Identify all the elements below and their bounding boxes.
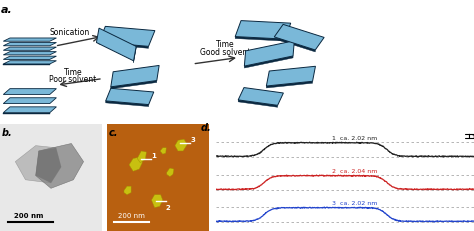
Polygon shape bbox=[3, 98, 56, 104]
Polygon shape bbox=[106, 101, 149, 107]
Text: 200 nm: 200 nm bbox=[118, 212, 145, 218]
Text: d.: d. bbox=[200, 123, 211, 133]
Text: a.: a. bbox=[0, 5, 12, 15]
Text: c.: c. bbox=[109, 128, 118, 138]
Polygon shape bbox=[167, 168, 174, 177]
Text: Good solvent: Good solvent bbox=[201, 48, 251, 57]
Text: 1: 1 bbox=[152, 153, 156, 159]
Text: 3  ca. 2.02 nm: 3 ca. 2.02 nm bbox=[332, 201, 377, 205]
Polygon shape bbox=[175, 140, 187, 151]
Polygon shape bbox=[235, 37, 285, 42]
Text: Time: Time bbox=[64, 68, 82, 77]
Polygon shape bbox=[245, 57, 293, 69]
Polygon shape bbox=[36, 144, 83, 188]
Polygon shape bbox=[137, 151, 146, 163]
Polygon shape bbox=[15, 146, 61, 183]
Polygon shape bbox=[3, 48, 56, 51]
Polygon shape bbox=[266, 82, 312, 88]
Polygon shape bbox=[152, 195, 163, 208]
Polygon shape bbox=[129, 158, 142, 171]
Text: Time: Time bbox=[216, 40, 235, 49]
Polygon shape bbox=[3, 107, 56, 113]
Polygon shape bbox=[99, 43, 148, 49]
Text: Poor solvent: Poor solvent bbox=[49, 74, 97, 83]
Text: 1  ca. 2.02 nm: 1 ca. 2.02 nm bbox=[332, 136, 377, 141]
Text: Sonication: Sonication bbox=[50, 28, 90, 37]
Polygon shape bbox=[3, 39, 56, 42]
Text: 2: 2 bbox=[166, 204, 171, 210]
Polygon shape bbox=[3, 89, 56, 95]
Polygon shape bbox=[266, 67, 316, 87]
Text: 200 nm: 200 nm bbox=[14, 212, 43, 218]
Polygon shape bbox=[3, 57, 56, 60]
Text: 1 nm: 1 nm bbox=[472, 134, 474, 139]
Polygon shape bbox=[160, 148, 166, 155]
Polygon shape bbox=[3, 43, 56, 47]
Polygon shape bbox=[99, 27, 155, 47]
Text: b.: b. bbox=[2, 128, 13, 138]
Polygon shape bbox=[96, 29, 136, 61]
Polygon shape bbox=[3, 65, 50, 66]
Polygon shape bbox=[124, 186, 131, 195]
Polygon shape bbox=[274, 25, 324, 51]
Polygon shape bbox=[106, 89, 154, 105]
Polygon shape bbox=[3, 52, 56, 56]
Polygon shape bbox=[3, 113, 50, 115]
Polygon shape bbox=[3, 61, 56, 65]
Polygon shape bbox=[111, 81, 157, 89]
Text: 3: 3 bbox=[190, 137, 195, 143]
Polygon shape bbox=[238, 88, 283, 106]
Text: 2  ca. 2.04 nm: 2 ca. 2.04 nm bbox=[332, 169, 377, 173]
Polygon shape bbox=[134, 47, 136, 64]
Polygon shape bbox=[235, 21, 291, 40]
Polygon shape bbox=[111, 66, 159, 88]
Polygon shape bbox=[238, 100, 278, 108]
Polygon shape bbox=[36, 148, 61, 183]
Polygon shape bbox=[274, 38, 315, 53]
Polygon shape bbox=[245, 42, 294, 67]
